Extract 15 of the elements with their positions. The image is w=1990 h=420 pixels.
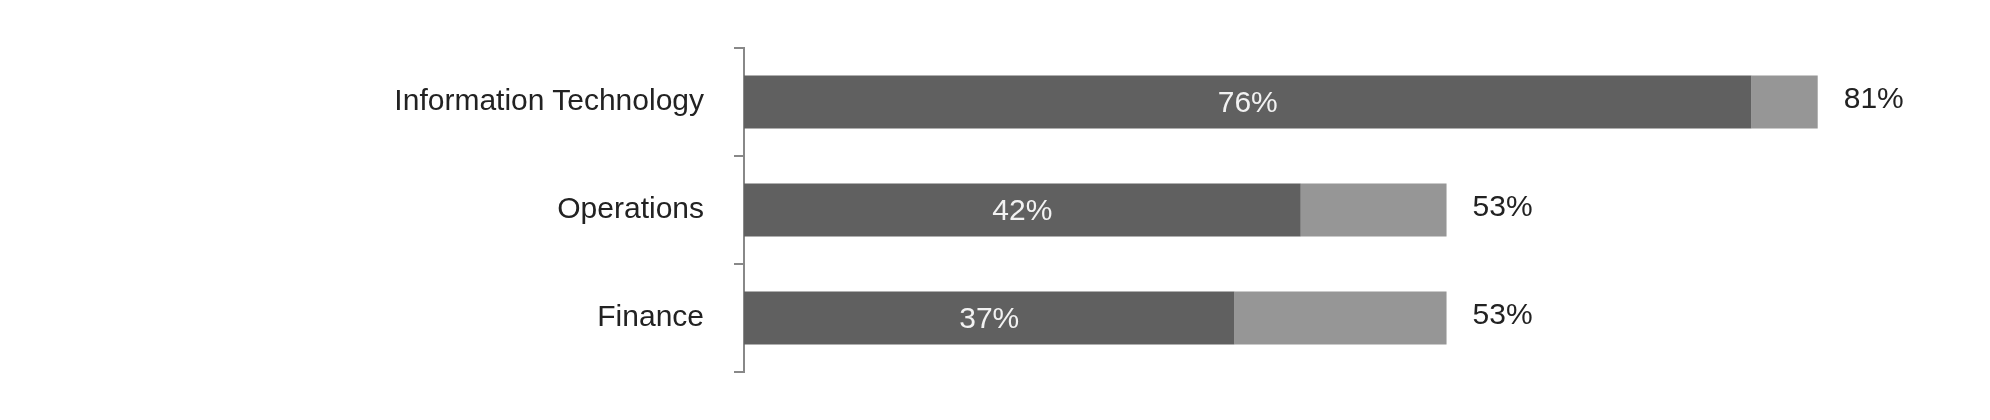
total-label: 53% <box>1472 297 1533 331</box>
data-label: 37% <box>959 301 1020 335</box>
y-tick-label: Information Technology <box>394 83 704 117</box>
bar <box>744 183 1301 237</box>
y-tick-label: Operations <box>557 191 704 225</box>
y-tick-label: Finance <box>597 299 704 333</box>
data-label: 42% <box>992 193 1053 227</box>
bar <box>1751 75 1818 129</box>
bar <box>1300 183 1447 237</box>
bar <box>744 75 1752 129</box>
total-label: 81% <box>1843 81 1904 115</box>
bar <box>744 291 1235 345</box>
total-label: 53% <box>1472 189 1533 223</box>
data-label: 76% <box>1217 85 1278 119</box>
bar <box>1234 291 1447 345</box>
